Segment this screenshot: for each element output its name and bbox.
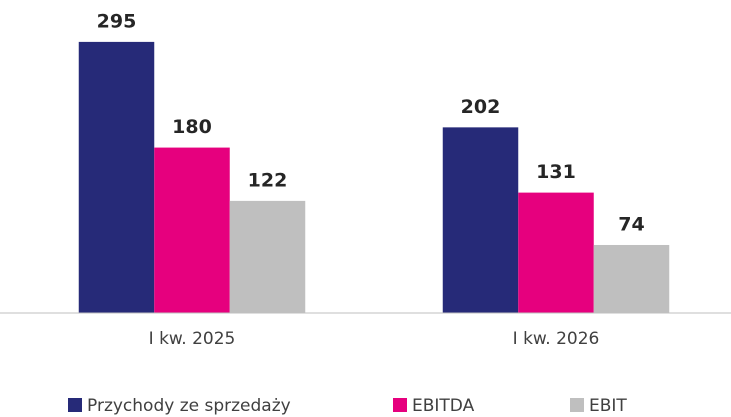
legend-label: EBITDA (412, 396, 475, 416)
data-label: 74 (618, 213, 644, 235)
data-label: 295 (97, 10, 137, 32)
bar (442, 127, 519, 313)
bar (229, 200, 306, 313)
bar (78, 41, 155, 314)
data-label: 122 (248, 169, 288, 191)
data-label: 131 (536, 161, 576, 183)
legend-label: EBIT (589, 396, 627, 416)
x-tick-label: I kw. 2025 (149, 329, 236, 349)
data-label: 180 (172, 116, 212, 138)
legend-swatch (68, 398, 82, 412)
bar (593, 244, 670, 313)
x-tick-label: I kw. 2026 (513, 329, 600, 349)
legend-swatch (393, 398, 407, 412)
data-label: 202 (461, 96, 501, 118)
legend-label: Przychody ze sprzedaży (87, 396, 291, 416)
bar (154, 147, 230, 313)
bar (518, 192, 594, 313)
legend-swatch (570, 398, 584, 412)
